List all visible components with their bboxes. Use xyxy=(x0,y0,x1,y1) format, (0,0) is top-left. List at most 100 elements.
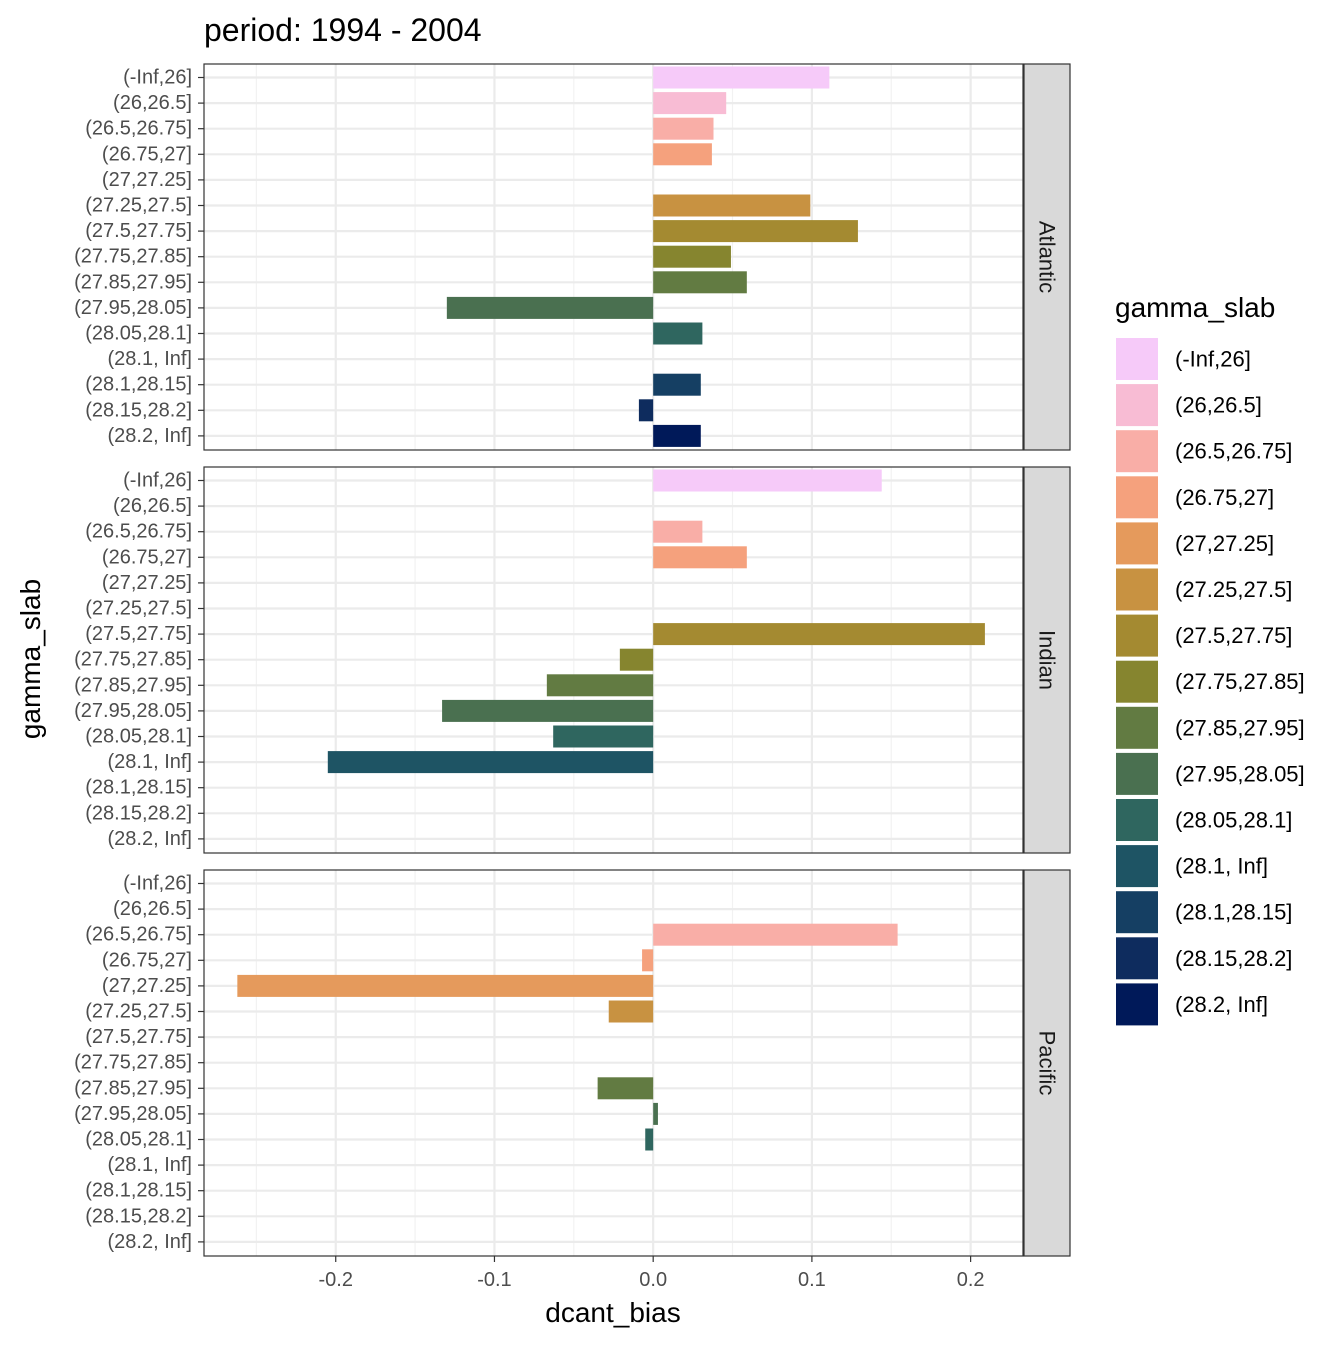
facet-strip xyxy=(1023,63,1071,451)
legend-key xyxy=(1116,660,1158,703)
legend-item: (-Inf,26] xyxy=(1116,338,1251,380)
legend-key xyxy=(1116,338,1158,380)
y-tick-label: (28.05,28.1] xyxy=(85,323,192,345)
bar-indian-3 xyxy=(653,546,747,569)
y-tick-label: (27.25,27.5] xyxy=(85,195,192,217)
bar-pacific-8 xyxy=(597,1077,654,1100)
legend-key xyxy=(1116,430,1158,473)
y-tick-label: (26.75,27] xyxy=(102,949,192,971)
legend-label: (27.95,28.05] xyxy=(1175,761,1305,786)
bar-pacific-3 xyxy=(642,949,654,972)
x-axis-title: dcant_bias xyxy=(545,1297,680,1328)
bar-indian-10 xyxy=(553,725,654,748)
legend-label: (27.25,27.5] xyxy=(1175,577,1292,602)
legend-title: gamma_slab xyxy=(1115,292,1275,323)
legend-item: (27.5,27.75] xyxy=(1116,614,1292,657)
legend-label: (-Inf,26] xyxy=(1175,347,1251,372)
legend-item: (28.05,28.1] xyxy=(1116,799,1292,841)
bar-indian-2 xyxy=(653,520,703,543)
y-tick-label: (28.15,28.2] xyxy=(85,399,192,421)
y-tick-label: (28.1,28.15] xyxy=(85,374,192,396)
y-tick-label: (27.5,27.75] xyxy=(85,1026,192,1048)
legend-key xyxy=(1116,614,1158,657)
y-tick-label: (28.15,28.2] xyxy=(85,802,192,824)
y-tick-label: (27,27.25] xyxy=(102,572,192,594)
legend-item: (28.2, Inf] xyxy=(1116,983,1268,1026)
y-tick-label: (28.1,28.15] xyxy=(85,1180,192,1202)
legend-key xyxy=(1116,706,1158,749)
bar-atlantic-14 xyxy=(653,424,701,447)
legend-label: (28.2, Inf] xyxy=(1175,992,1268,1017)
y-tick-label: (28.1, Inf] xyxy=(108,1154,193,1176)
bar-atlantic-7 xyxy=(653,245,731,268)
legend-item: (28.1, Inf] xyxy=(1116,845,1268,888)
legend-label: (27,27.25] xyxy=(1175,531,1274,556)
legend-label: (27.5,27.75] xyxy=(1175,623,1292,648)
x-tick-label: 0.1 xyxy=(798,1269,826,1291)
y-tick-label: (27.95,28.05] xyxy=(74,297,192,319)
y-tick-label: (27.25,27.5] xyxy=(85,598,192,620)
legend-item: (26.75,27] xyxy=(1116,476,1274,519)
legend-item: (28.15,28.2] xyxy=(1116,937,1292,980)
x-tick-label: -0.2 xyxy=(319,1269,353,1291)
bar-atlantic-6 xyxy=(653,220,858,243)
legend-label: (28.1, Inf] xyxy=(1175,854,1268,879)
bar-indian-8 xyxy=(546,674,654,697)
y-tick-label: (26,26.5] xyxy=(113,495,192,517)
y-tick-label: (-Inf,26] xyxy=(123,873,192,895)
legend-item: (26,26.5] xyxy=(1116,384,1262,427)
legend-label: (28.15,28.2] xyxy=(1175,946,1292,971)
facet-panel-atlantic: Atlantic (-Inf,26] (26,26.5] (26.5,26.75] (2… xyxy=(74,63,1071,451)
panels-layer: Atlantic (-Inf,26] (26,26.5] (26.5,26.75] (2… xyxy=(74,63,1071,1257)
facet-panel-pacific: Pacific (-Inf,26] (26,26.5] (26.5,26.75] (26… xyxy=(74,869,1071,1257)
legend-key xyxy=(1116,799,1158,841)
y-tick-label: (28.1, Inf] xyxy=(108,751,193,773)
legend-label: (26.5,26.75] xyxy=(1175,439,1292,464)
bar-indian-7 xyxy=(619,648,654,671)
y-tick-label: (28.2, Inf] xyxy=(108,1231,193,1253)
legend-label: (27.85,27.95] xyxy=(1175,715,1305,740)
y-tick-label: (27,27.25] xyxy=(102,169,192,191)
y-tick-label: (26.5,26.75] xyxy=(85,924,192,946)
legend-label: (28.1,28.15] xyxy=(1175,900,1292,925)
bar-atlantic-5 xyxy=(653,194,811,217)
bar-pacific-10 xyxy=(645,1128,654,1151)
bar-atlantic-1 xyxy=(653,92,727,115)
legend-key xyxy=(1116,568,1158,611)
legend-key xyxy=(1116,937,1158,980)
legend-item: (26.5,26.75] xyxy=(1116,430,1292,473)
legend-key xyxy=(1116,384,1158,427)
legend-item: (27.95,28.05] xyxy=(1116,752,1305,795)
y-tick-label: (26.75,27] xyxy=(102,546,192,568)
y-tick-label: (27.75,27.85] xyxy=(74,246,192,268)
facet-strip xyxy=(1023,466,1071,854)
bar-atlantic-0 xyxy=(653,66,830,89)
legend-label: (26,26.5] xyxy=(1175,393,1262,418)
legend-key xyxy=(1116,522,1158,565)
legend-label: (27.75,27.85] xyxy=(1175,669,1305,694)
bar-atlantic-2 xyxy=(653,117,714,140)
facet-panel-indian: Indian (-Inf,26] (26,26.5] (26.5,26.75] (26.… xyxy=(74,466,1071,854)
y-tick-label: (27.75,27.85] xyxy=(74,1052,192,1074)
bar-atlantic-8 xyxy=(653,271,747,294)
bar-pacific-5 xyxy=(608,1000,654,1023)
y-tick-label: (27.85,27.95] xyxy=(74,674,192,696)
bar-atlantic-9 xyxy=(446,296,654,319)
y-tick-label: (28.1,28.15] xyxy=(85,777,192,799)
x-tick-label: 0.2 xyxy=(957,1269,985,1291)
chart-title: period: 1994 - 2004 xyxy=(204,12,482,48)
bar-atlantic-12 xyxy=(653,373,701,396)
bar-pacific-2 xyxy=(653,923,898,946)
y-tick-label: (28.2, Inf] xyxy=(108,425,193,447)
y-tick-label: (28.2, Inf] xyxy=(108,828,193,850)
y-tick-label: (27.85,27.95] xyxy=(74,1077,192,1099)
legend-label: (28.05,28.1] xyxy=(1175,808,1292,833)
y-tick-label: (28.1, Inf] xyxy=(108,348,193,370)
bar-indian-0 xyxy=(653,469,882,492)
legend-key xyxy=(1116,476,1158,519)
y-tick-label: (26.75,27] xyxy=(102,143,192,165)
y-tick-label: (-Inf,26] xyxy=(123,67,192,89)
y-tick-label: (26,26.5] xyxy=(113,898,192,920)
y-tick-label: (27,27.25] xyxy=(102,975,192,997)
